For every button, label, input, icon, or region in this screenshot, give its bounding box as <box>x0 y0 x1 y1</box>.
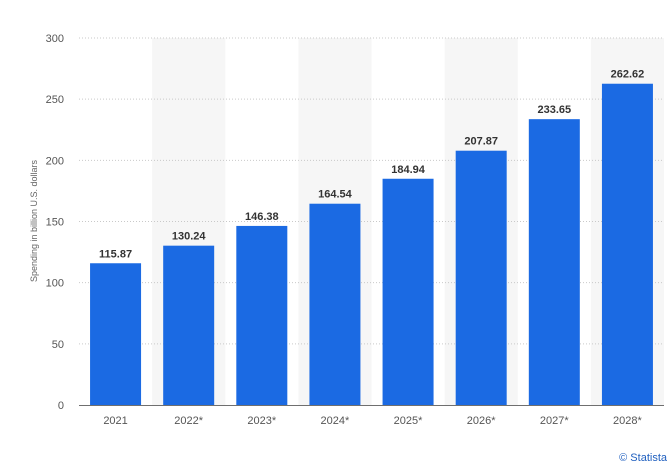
x-tick-label: 2026* <box>467 415 496 427</box>
bar[interactable] <box>236 225 288 405</box>
x-tick-label: 2022* <box>174 415 203 427</box>
statista-credit[interactable]: © Statista <box>619 452 668 464</box>
y-tick-label: 200 <box>46 155 64 167</box>
data-labels: 115.87 130.24 146.38 164.54 184.94 207.87 233.… <box>99 69 644 261</box>
x-axis: 2021 2022* 2023* 2024* 2025* 2026* 2027* 2028* <box>79 405 664 427</box>
bar-value-label: 184.94 <box>391 164 426 176</box>
bar[interactable] <box>382 178 434 405</box>
y-axis-title: Spending in billion U.S. dollars <box>29 159 39 282</box>
y-tick-label: 100 <box>46 278 64 290</box>
bar[interactable] <box>601 83 653 405</box>
bar-value-label: 146.38 <box>245 211 279 223</box>
bar-value-label: 207.87 <box>464 136 498 148</box>
bar[interactable] <box>309 203 361 405</box>
x-tick-label: 2021 <box>103 415 127 427</box>
y-tick-label: 300 <box>46 33 64 45</box>
bar[interactable] <box>90 263 142 405</box>
bar-value-label: 115.87 <box>99 248 132 260</box>
bars <box>90 83 653 406</box>
bar-value-label: 233.65 <box>537 104 571 116</box>
x-tick-label: 2027* <box>540 415 569 427</box>
bar[interactable] <box>455 150 507 405</box>
y-tick-label: 50 <box>52 339 64 351</box>
y-tick-label: 250 <box>46 94 64 106</box>
x-tick-label: 2025* <box>394 415 423 427</box>
y-tick-label: 0 <box>58 400 64 412</box>
bar-value-label: 164.54 <box>318 189 353 201</box>
bar[interactable] <box>528 119 580 406</box>
bar[interactable] <box>163 245 215 405</box>
x-tick-label: 2023* <box>247 415 276 427</box>
x-tick-label: 2024* <box>321 415 350 427</box>
y-tick-label: 150 <box>46 217 64 229</box>
x-tick-label: 2028* <box>613 415 642 427</box>
bar-value-label: 262.62 <box>611 69 645 81</box>
y-axis: 0 50 100 150 200 250 300 <box>46 33 64 412</box>
bar-value-label: 130.24 <box>172 231 207 243</box>
